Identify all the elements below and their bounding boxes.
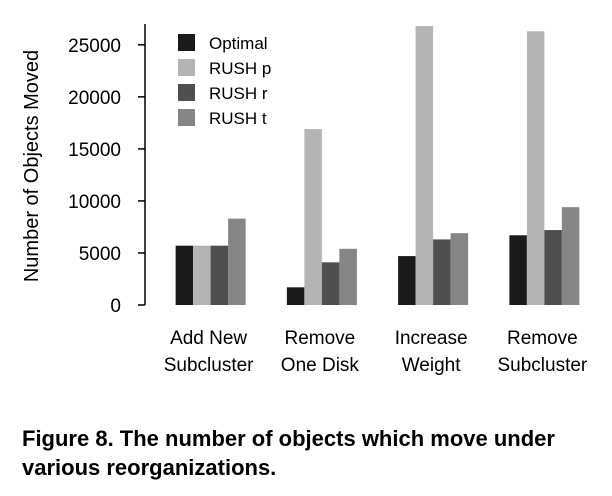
bar (175, 245, 194, 305)
x-tick-label: Subcluster (497, 355, 587, 376)
bar (526, 31, 545, 305)
x-tick-label: Remove (507, 328, 578, 349)
y-tick-label: 20000 (68, 88, 121, 109)
bar (544, 230, 562, 305)
y-tick-label: 10000 (68, 192, 121, 213)
bar (321, 262, 340, 305)
x-tick-label: One Disk (281, 355, 360, 376)
bar (339, 248, 357, 305)
legend: Optimal RUSH p RUSH r RUSH t (178, 34, 271, 128)
legend-swatch (178, 59, 195, 76)
bar (228, 218, 246, 305)
bar (433, 239, 451, 305)
bar (398, 256, 416, 305)
legend-label: RUSH r (209, 84, 268, 103)
x-tick-label: Subcluster (164, 355, 254, 376)
bar (561, 207, 580, 305)
y-tick-label: 15000 (68, 140, 121, 161)
x-tick-label: Increase (395, 328, 468, 349)
legend-label: RUSH t (209, 109, 267, 128)
bar (415, 26, 434, 305)
legend-swatch (178, 34, 195, 51)
bar (193, 245, 211, 305)
x-tick-label: Weight (402, 355, 462, 376)
figure-caption: Figure 8. The number of objects which mo… (22, 426, 555, 480)
bars (175, 26, 580, 305)
bar (509, 235, 527, 305)
x-tick-labels: Add New Subcluster Remove One Disk Increase W… (164, 328, 588, 376)
y-tick-label: 0 (110, 296, 121, 317)
x-tick-label: Add New (170, 328, 247, 349)
x-tick-label: Remove (285, 328, 356, 349)
bar (450, 233, 469, 305)
bar (210, 245, 229, 305)
bar (304, 129, 322, 305)
bar (286, 287, 305, 305)
y-ticks: 0 5000 10000 15000 20000 25000 (68, 36, 145, 317)
bar-chart: 0 5000 10000 15000 20000 25000 Add New Subclus… (21, 24, 588, 376)
y-tick-label: 25000 (68, 36, 121, 57)
y-axis-label: Number of Objects Moved (21, 50, 43, 282)
legend-label: Optimal (209, 34, 268, 53)
chart: 0 5000 10000 15000 20000 25000 Add New Subclus… (21, 24, 588, 376)
legend-swatch (178, 84, 195, 101)
y-tick-label: 5000 (79, 244, 121, 265)
legend-label: RUSH p (209, 59, 271, 78)
legend-swatch (178, 109, 195, 126)
